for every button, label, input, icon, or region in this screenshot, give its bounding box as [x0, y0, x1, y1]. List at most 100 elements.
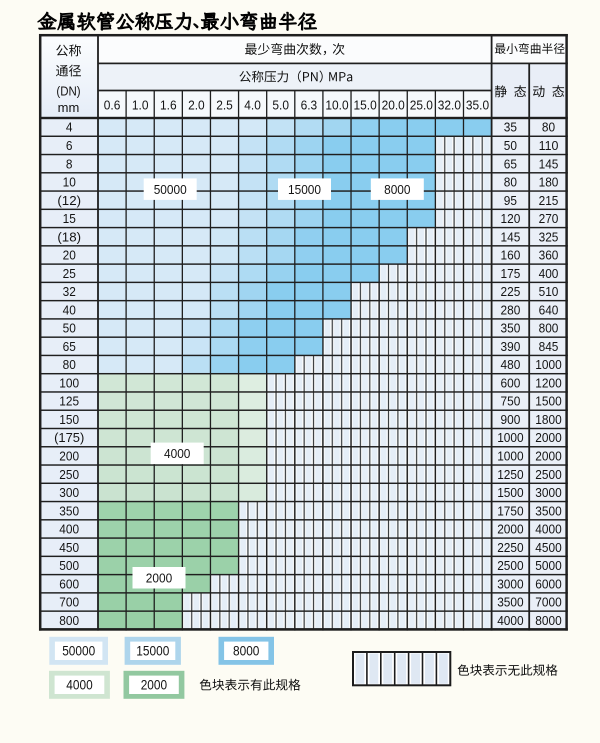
svg-text:4500: 4500 — [535, 540, 561, 555]
svg-text:500: 500 — [59, 558, 79, 573]
svg-text:4000: 4000 — [164, 446, 190, 461]
svg-text:40: 40 — [63, 302, 76, 317]
svg-text:900: 900 — [501, 412, 521, 427]
svg-text:15000: 15000 — [288, 182, 321, 197]
svg-text:35: 35 — [504, 120, 517, 135]
svg-text:150: 150 — [59, 412, 79, 427]
svg-text:350: 350 — [501, 321, 521, 336]
svg-text:8: 8 — [66, 156, 73, 171]
svg-text:1750: 1750 — [497, 503, 523, 518]
svg-text:15.0: 15.0 — [354, 98, 377, 113]
svg-text:3000: 3000 — [535, 485, 561, 500]
svg-text:2500: 2500 — [497, 558, 523, 573]
svg-text:6000: 6000 — [535, 576, 561, 591]
svg-text:1500: 1500 — [497, 485, 523, 500]
svg-text:5.0: 5.0 — [272, 98, 289, 113]
svg-text:2500: 2500 — [535, 467, 561, 482]
svg-text:640: 640 — [539, 302, 559, 317]
svg-text:450: 450 — [59, 540, 79, 555]
svg-text:400: 400 — [539, 266, 559, 281]
svg-text:1500: 1500 — [535, 394, 561, 409]
svg-text:200: 200 — [59, 449, 79, 464]
svg-text:4.0: 4.0 — [244, 98, 261, 113]
svg-text:4000: 4000 — [497, 613, 523, 628]
svg-text:15: 15 — [63, 211, 76, 226]
svg-text:2000: 2000 — [146, 571, 172, 586]
svg-text:480: 480 — [501, 357, 521, 372]
svg-text:3500: 3500 — [535, 503, 561, 518]
svg-text:10: 10 — [63, 175, 76, 190]
svg-text:8000: 8000 — [535, 613, 561, 628]
svg-text:400: 400 — [59, 522, 79, 537]
svg-text:4: 4 — [66, 120, 73, 135]
svg-text:32: 32 — [63, 284, 76, 299]
svg-text:0.6: 0.6 — [104, 98, 121, 113]
svg-text:1000: 1000 — [497, 430, 523, 445]
svg-text:100: 100 — [59, 375, 79, 390]
svg-text:5000: 5000 — [535, 558, 561, 573]
svg-text:20: 20 — [63, 248, 76, 263]
svg-text:50000: 50000 — [62, 644, 95, 659]
svg-text:1000: 1000 — [535, 357, 561, 372]
svg-text:35.0: 35.0 — [466, 98, 489, 113]
svg-text:350: 350 — [59, 503, 79, 518]
svg-text:6: 6 — [66, 138, 73, 153]
svg-text:180: 180 — [539, 175, 559, 190]
svg-text:65: 65 — [63, 339, 76, 354]
svg-text:510: 510 — [539, 284, 559, 299]
svg-text:15000: 15000 — [136, 644, 169, 659]
svg-text:8000: 8000 — [233, 644, 260, 659]
svg-text:270: 270 — [539, 211, 559, 226]
svg-text:1200: 1200 — [535, 375, 561, 390]
svg-text:(175): (175) — [54, 430, 84, 445]
svg-text:175: 175 — [501, 266, 521, 281]
svg-text:4000: 4000 — [535, 522, 561, 537]
svg-text:(18): (18) — [57, 229, 81, 244]
svg-text:1800: 1800 — [535, 412, 561, 427]
svg-text:800: 800 — [59, 613, 79, 628]
svg-text:145: 145 — [501, 229, 521, 244]
svg-text:2.0: 2.0 — [188, 98, 205, 113]
svg-text:2000: 2000 — [535, 449, 561, 464]
svg-text:215: 215 — [539, 193, 559, 208]
svg-text:250: 250 — [59, 467, 79, 482]
svg-text:65: 65 — [504, 156, 517, 171]
svg-text:600: 600 — [501, 375, 521, 390]
svg-text:mm: mm — [58, 100, 80, 115]
svg-text:110: 110 — [539, 138, 559, 153]
svg-text:6.3: 6.3 — [301, 98, 318, 113]
svg-text:7000: 7000 — [535, 595, 561, 610]
svg-text:1000: 1000 — [497, 449, 523, 464]
svg-text:80: 80 — [504, 175, 517, 190]
svg-text:360: 360 — [539, 248, 559, 263]
svg-text:600: 600 — [59, 576, 79, 591]
svg-text:2000: 2000 — [497, 522, 523, 537]
svg-text:50: 50 — [63, 321, 76, 336]
svg-text:845: 845 — [539, 339, 559, 354]
svg-text:225: 225 — [501, 284, 521, 299]
svg-text:750: 750 — [501, 394, 521, 409]
svg-text:25.0: 25.0 — [410, 98, 433, 113]
svg-text:2000: 2000 — [141, 678, 168, 693]
svg-text:3500: 3500 — [497, 595, 523, 610]
svg-text:8000: 8000 — [384, 182, 410, 197]
svg-text:3000: 3000 — [497, 576, 523, 591]
svg-text:160: 160 — [501, 248, 521, 263]
svg-text:280: 280 — [501, 302, 521, 317]
svg-text:32.0: 32.0 — [438, 98, 461, 113]
svg-text:95: 95 — [504, 193, 517, 208]
svg-text:(DN): (DN) — [56, 83, 80, 98]
svg-text:1.6: 1.6 — [160, 98, 177, 113]
svg-text:25: 25 — [63, 266, 76, 281]
svg-text:300: 300 — [59, 485, 79, 500]
svg-text:800: 800 — [539, 321, 559, 336]
svg-text:50: 50 — [504, 138, 517, 153]
svg-text:20.0: 20.0 — [382, 98, 405, 113]
svg-text:2000: 2000 — [535, 430, 561, 445]
svg-text:50000: 50000 — [154, 182, 187, 197]
svg-text:1250: 1250 — [497, 467, 523, 482]
svg-text:2250: 2250 — [497, 540, 523, 555]
svg-text:120: 120 — [501, 211, 521, 226]
svg-text:(12): (12) — [57, 193, 81, 208]
svg-text:80: 80 — [542, 120, 555, 135]
